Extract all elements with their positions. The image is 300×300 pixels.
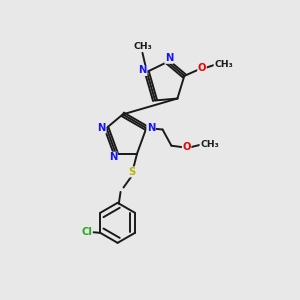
Text: CH₃: CH₃ [214, 60, 233, 69]
Text: CH₃: CH₃ [133, 42, 152, 51]
Text: Cl: Cl [81, 227, 92, 237]
Text: N: N [147, 123, 155, 133]
Text: O: O [182, 142, 191, 152]
Text: N: N [109, 152, 117, 162]
Text: N: N [139, 65, 147, 76]
Text: N: N [98, 123, 106, 133]
Text: S: S [128, 167, 135, 177]
Text: O: O [198, 63, 206, 73]
Text: CH₃: CH₃ [200, 140, 219, 149]
Text: N: N [165, 53, 173, 63]
